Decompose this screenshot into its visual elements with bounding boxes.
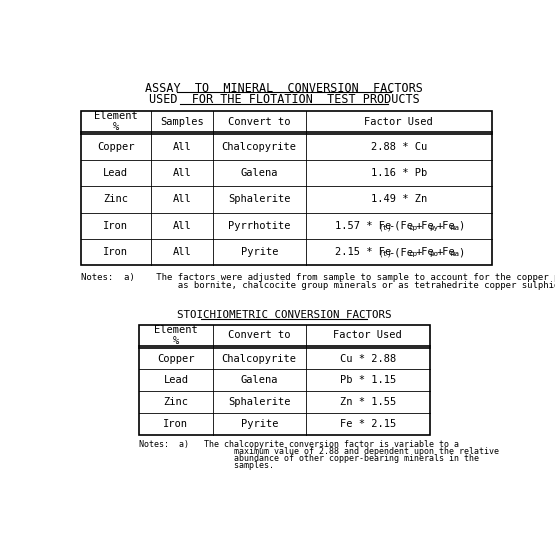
Text: Cu * 2.88: Cu * 2.88	[340, 354, 396, 364]
Text: Galena: Galena	[240, 168, 278, 178]
Text: 1.16 * Pb: 1.16 * Pb	[371, 168, 427, 178]
Text: 1.49 * Zn: 1.49 * Zn	[371, 194, 427, 204]
Text: Factor Used: Factor Used	[365, 117, 433, 127]
Text: cp: cp	[408, 225, 417, 231]
Text: Chalcopyrite: Chalcopyrite	[222, 142, 297, 152]
Text: All: All	[173, 247, 191, 257]
Text: 1.57 * Fe: 1.57 * Fe	[335, 221, 391, 231]
Text: Pyrite: Pyrite	[240, 247, 278, 257]
Text: Element
%: Element %	[94, 111, 138, 133]
Text: Sphalerite: Sphalerite	[228, 194, 290, 204]
Text: Pb * 1.15: Pb * 1.15	[340, 375, 396, 385]
Text: Notes:  a)    The factors were adjusted from sample to sample to account for the: Notes: a) The factors were adjusted from…	[81, 273, 555, 282]
Text: Zinc: Zinc	[163, 397, 189, 407]
Text: All: All	[173, 168, 191, 178]
Text: po: po	[430, 251, 438, 257]
Text: (t): (t)	[378, 224, 392, 231]
Text: Copper: Copper	[157, 354, 195, 364]
Text: USED  FOR THE FLOTATION  TEST PRODUCTS: USED FOR THE FLOTATION TEST PRODUCTS	[149, 93, 420, 106]
Text: ma: ma	[451, 225, 460, 231]
Text: All: All	[173, 221, 191, 231]
Text: Fe * 2.15: Fe * 2.15	[340, 419, 396, 429]
Text: +Fe: +Fe	[437, 247, 455, 257]
Text: Iron: Iron	[103, 221, 128, 231]
Text: cp: cp	[408, 251, 417, 257]
Text: 2.88 * Cu: 2.88 * Cu	[371, 142, 427, 152]
Text: ): )	[458, 221, 465, 231]
Text: Lead: Lead	[163, 375, 189, 385]
Text: +Fe: +Fe	[415, 221, 434, 231]
Text: ): )	[458, 247, 465, 257]
Text: -(Fe: -(Fe	[388, 221, 413, 231]
Text: Galena: Galena	[240, 375, 278, 385]
Text: All: All	[173, 142, 191, 152]
Text: Copper: Copper	[97, 142, 135, 152]
Text: (t): (t)	[378, 251, 392, 258]
Text: Factor Used: Factor Used	[334, 330, 402, 340]
Text: ma: ma	[451, 251, 460, 257]
Text: Sphalerite: Sphalerite	[228, 397, 290, 407]
Text: Lead: Lead	[103, 168, 128, 178]
Text: Convert to: Convert to	[228, 330, 290, 340]
Text: as bornite, chalcocite group minerals or as tetrahedrite copper sulphide convers: as bornite, chalcocite group minerals or…	[81, 281, 555, 290]
Text: Samples: Samples	[160, 117, 204, 127]
Text: py: py	[430, 225, 438, 231]
Text: Zinc: Zinc	[103, 194, 128, 204]
Text: samples.: samples.	[139, 461, 274, 470]
Text: Iron: Iron	[103, 247, 128, 257]
Bar	[139, 325, 430, 435]
Text: Notes:  a)   The chalcopyrite conversion factor is variable to a: Notes: a) The chalcopyrite conversion fa…	[139, 440, 459, 449]
Text: -(Fe: -(Fe	[388, 247, 413, 257]
Text: abundance of other copper-bearing minerals in the: abundance of other copper-bearing minera…	[139, 454, 479, 463]
Text: +Fe: +Fe	[415, 247, 434, 257]
Text: Element
%: Element %	[154, 325, 198, 346]
Text: ASSAY  TO  MINERAL  CONVERSION  FACTORS: ASSAY TO MINERAL CONVERSION FACTORS	[145, 82, 423, 95]
Text: Chalcopyrite: Chalcopyrite	[222, 354, 297, 364]
Text: All: All	[173, 194, 191, 204]
Text: +Fe: +Fe	[437, 221, 455, 231]
Text: 2.15 * Fe: 2.15 * Fe	[335, 247, 391, 257]
Text: Convert to: Convert to	[228, 117, 290, 127]
Text: Zn * 1.55: Zn * 1.55	[340, 397, 396, 407]
Text: STOICHIOMETRIC CONVERSION FACTORS: STOICHIOMETRIC CONVERSION FACTORS	[177, 310, 391, 320]
Text: Iron: Iron	[163, 419, 189, 429]
Bar	[81, 111, 492, 265]
Text: maximum value of 2.88 and dependent upon the relative: maximum value of 2.88 and dependent upon…	[139, 447, 499, 456]
Text: Pyrite: Pyrite	[240, 419, 278, 429]
Text: Pyrrhotite: Pyrrhotite	[228, 221, 290, 231]
